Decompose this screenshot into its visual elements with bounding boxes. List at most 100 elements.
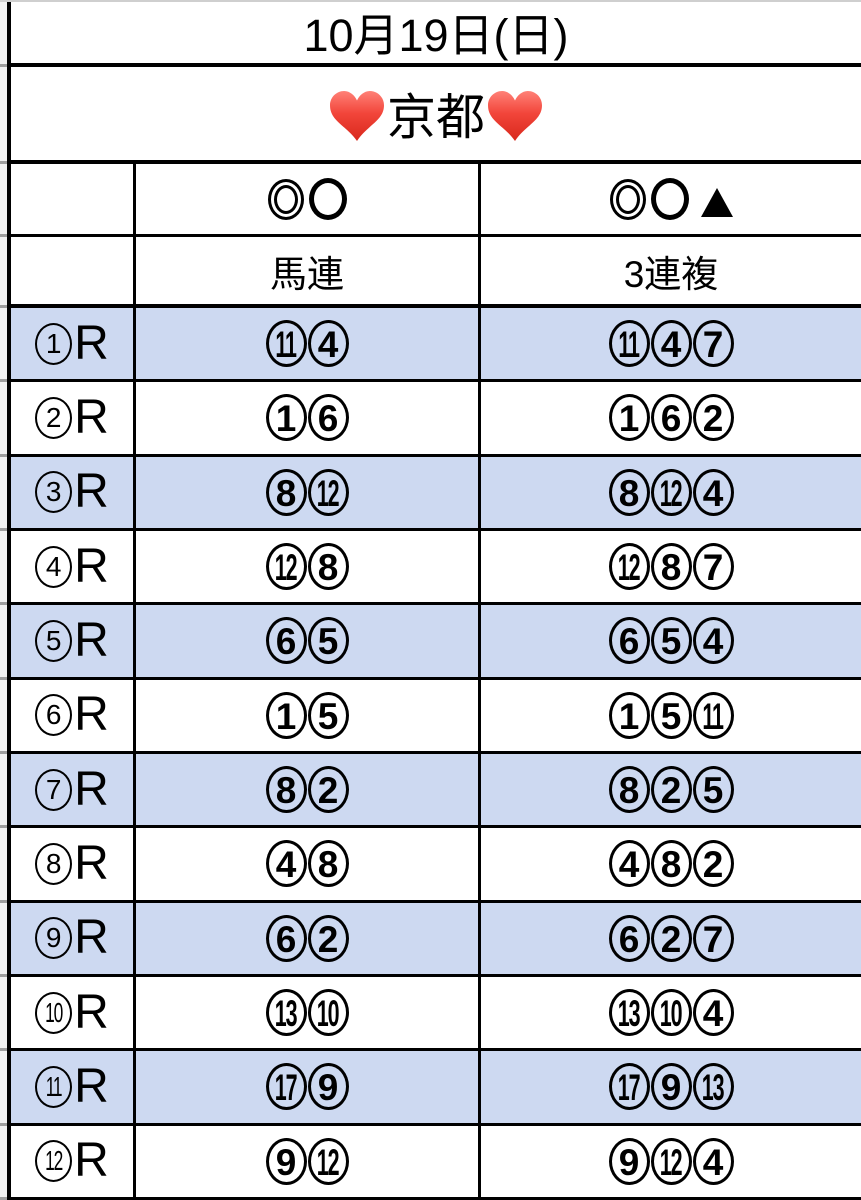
horse-number: 12	[608, 543, 650, 591]
horse-number: 12	[307, 1137, 349, 1185]
horse-number: 11	[692, 691, 734, 739]
gutter-gridline	[0, 453, 7, 457]
race-suffix: R	[74, 539, 109, 593]
blank-header-cell	[11, 237, 136, 304]
double-circle-icon	[267, 178, 304, 220]
table-row: 12 R 9 12 9 12 4	[11, 1125, 861, 1200]
race-number: 11	[35, 1065, 73, 1108]
race-suffix: R	[74, 911, 109, 965]
horse-number: 2	[650, 766, 692, 814]
sanrenpuku-label: 3連複	[623, 253, 719, 295]
sheet-gutter	[0, 0, 7, 1200]
horse-number: 4	[650, 320, 692, 368]
horse-number: 9	[650, 1063, 692, 1111]
horse-number: 17	[608, 1063, 650, 1111]
race-number: 2	[35, 396, 73, 439]
horse-number: 8	[307, 543, 349, 591]
umaren-cell: 12 8	[136, 530, 481, 603]
race-suffix: R	[74, 688, 109, 742]
table-row: 1 R 11 4 11 4 7	[11, 308, 861, 383]
horse-number: 4	[692, 617, 734, 665]
race-rows: 1 R 11 4 11 4 7 2 R 1 6 1 6 2 3 R 8 12 8 12 4 4 R 12 8 12 8 7 5 R 6 5 6 5…	[11, 308, 861, 1200]
horse-number: 4	[265, 840, 307, 888]
table-row: 10 R 13 10 13 10 4	[11, 976, 861, 1052]
horse-number: 12	[265, 543, 307, 591]
horse-number: 5	[307, 617, 349, 665]
horse-number: 5	[692, 766, 734, 814]
horse-number: 6	[307, 394, 349, 442]
gutter-gridline	[0, 973, 7, 977]
horse-number: 8	[608, 766, 650, 814]
horse-number: 6	[650, 394, 692, 442]
marks-header-row	[11, 164, 861, 237]
race-suffix: R	[74, 316, 109, 370]
sanrenpuku-cell: 11 4 7	[481, 308, 861, 379]
heart-icon	[329, 90, 384, 141]
horse-number: 11	[265, 320, 307, 368]
gutter-gridline	[0, 899, 7, 903]
gutter-gridline	[0, 1196, 7, 1200]
circle-icon	[308, 178, 347, 220]
sanrenpuku-cell: 8 12 4	[481, 457, 861, 528]
horse-number: 8	[650, 840, 692, 888]
umaren-cell: 17 9	[136, 1051, 481, 1123]
race-suffix: R	[74, 1134, 109, 1188]
horse-number: 4	[692, 1137, 734, 1185]
sanrenpuku-marks-cell	[481, 164, 861, 234]
race-label: 11 R	[11, 1051, 136, 1123]
race-number: 9	[35, 917, 73, 960]
horse-number: 5	[650, 617, 692, 665]
table-row: 11 R 17 9 17 9 13	[11, 1051, 861, 1126]
umaren-cell: 11 4	[136, 308, 481, 380]
venue-text: 京都	[386, 91, 485, 145]
race-suffix: R	[74, 465, 109, 519]
horse-number: 2	[692, 840, 734, 888]
gutter-gridline	[0, 379, 7, 383]
gutter-gridline	[0, 161, 7, 164]
race-number: 3	[35, 471, 73, 514]
horse-number: 11	[608, 320, 650, 368]
horse-number: 6	[265, 914, 307, 962]
gutter-gridline	[0, 527, 7, 531]
triangle-icon	[700, 187, 733, 217]
horse-number: 8	[265, 468, 307, 516]
race-number: 8	[35, 842, 73, 885]
race-suffix: R	[74, 985, 109, 1039]
horse-number: 6	[608, 914, 650, 962]
horse-number: 8	[650, 543, 692, 591]
horse-number: 4	[307, 320, 349, 368]
double-circle-icon	[609, 178, 646, 220]
date-text: 10月19日(日)	[303, 10, 569, 61]
gutter-gridline	[0, 1048, 7, 1052]
horse-number: 1	[608, 394, 650, 442]
table-row: 3 R 8 12 8 12 4	[11, 456, 861, 531]
date-header-row: 10月19日(日)	[11, 0, 861, 67]
race-number: 1	[35, 322, 73, 365]
race-label: 12 R	[11, 1125, 136, 1197]
sanrenpuku-cell: 13 10 4	[481, 977, 861, 1048]
horse-number: 8	[265, 766, 307, 814]
race-number: 4	[35, 545, 73, 588]
horse-number: 12	[307, 468, 349, 516]
horse-number: 5	[650, 691, 692, 739]
horse-number: 6	[265, 617, 307, 665]
umaren-marks-cell	[136, 164, 481, 234]
gutter-gridline	[0, 305, 7, 308]
horse-number: 4	[692, 989, 734, 1037]
gutter-gridline	[0, 676, 7, 680]
race-number: 10	[35, 991, 73, 1034]
race-label: 10 R	[11, 976, 136, 1049]
